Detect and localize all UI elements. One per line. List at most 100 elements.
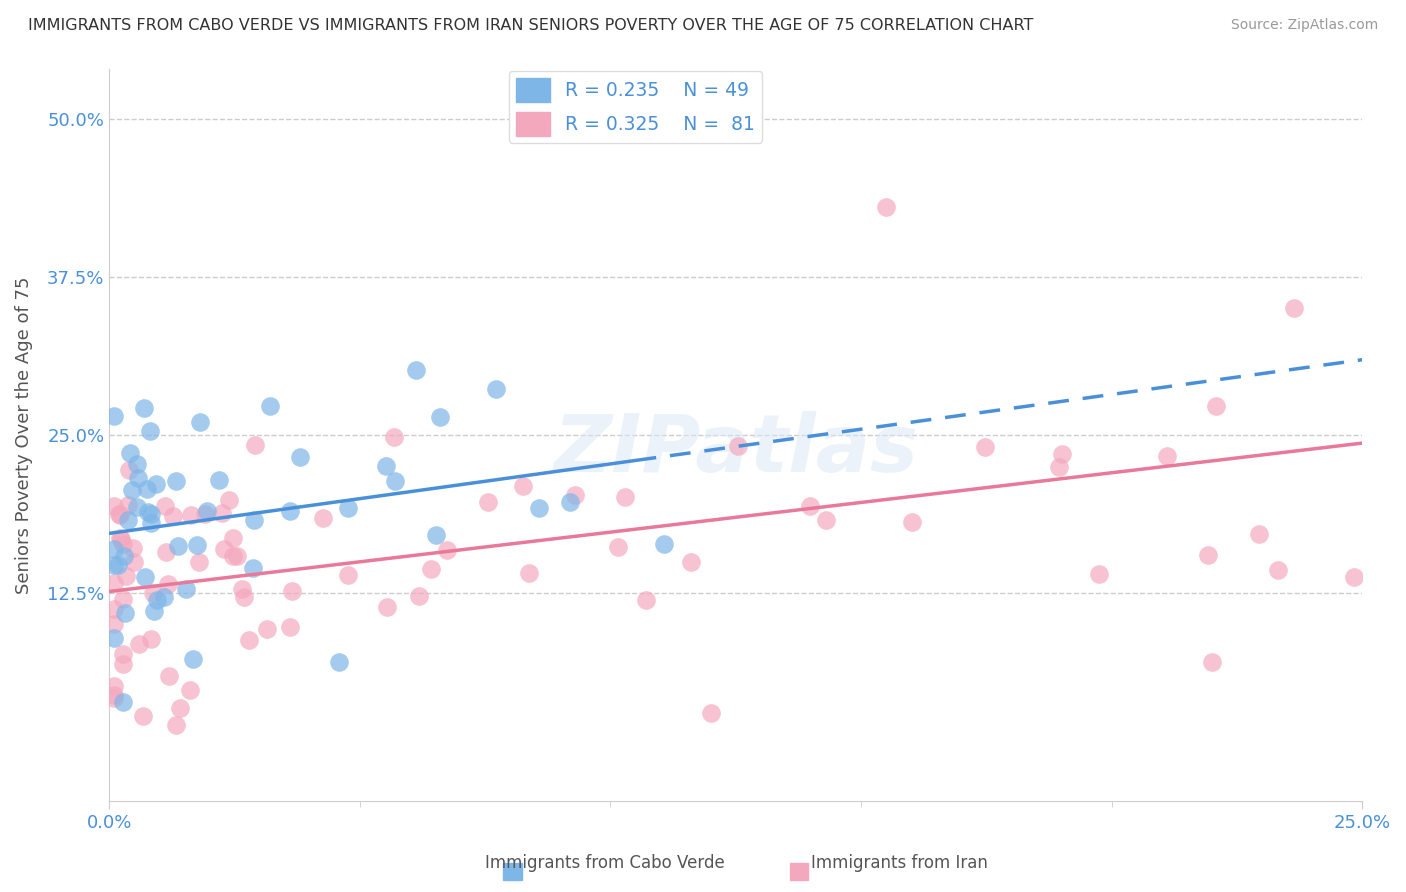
Point xyxy=(799,499,821,513)
Point xyxy=(117,499,139,513)
Text: Source: ZipAtlas.com: Source: ZipAtlas.com xyxy=(1230,18,1378,32)
Point xyxy=(103,558,125,572)
Point xyxy=(111,695,134,709)
Point xyxy=(114,569,136,583)
Point xyxy=(127,500,149,515)
Point xyxy=(139,632,162,646)
Point xyxy=(187,555,209,569)
Point xyxy=(815,513,838,527)
Point xyxy=(405,362,427,376)
Point xyxy=(103,575,125,590)
Point xyxy=(226,549,249,563)
Point xyxy=(1197,548,1219,562)
Point xyxy=(1156,449,1178,463)
Point xyxy=(139,516,162,530)
Point xyxy=(112,657,135,672)
Point xyxy=(336,500,359,515)
Point xyxy=(477,495,499,509)
Point xyxy=(312,510,335,524)
Point xyxy=(112,648,135,662)
Point xyxy=(108,531,131,545)
Point xyxy=(103,688,125,702)
Point xyxy=(382,430,405,444)
Point xyxy=(1088,567,1111,582)
Point xyxy=(180,508,202,522)
Point xyxy=(142,585,165,599)
Text: Immigrants from Cabo Verde: Immigrants from Cabo Verde xyxy=(485,855,724,872)
Point xyxy=(564,488,586,502)
Point xyxy=(166,539,188,553)
Point xyxy=(1047,459,1070,474)
Point xyxy=(337,568,360,582)
Point xyxy=(212,542,235,557)
Point xyxy=(186,538,208,552)
Point xyxy=(485,382,508,396)
Text: ZIPatlas: ZIPatlas xyxy=(554,410,918,489)
Point xyxy=(384,474,406,488)
Point xyxy=(278,620,301,634)
Point xyxy=(652,537,675,551)
Point xyxy=(188,415,211,429)
Point xyxy=(162,508,184,523)
Point xyxy=(256,622,278,636)
Point xyxy=(117,513,139,527)
Point xyxy=(165,475,187,489)
Point xyxy=(242,513,264,527)
Point xyxy=(328,655,350,669)
Point xyxy=(107,558,129,572)
Point xyxy=(1201,655,1223,669)
Point xyxy=(118,446,141,460)
Point xyxy=(211,506,233,520)
Point xyxy=(127,471,149,485)
Point xyxy=(429,410,451,425)
Point xyxy=(125,457,148,471)
Point xyxy=(375,459,398,474)
Point xyxy=(122,541,145,556)
Point xyxy=(165,718,187,732)
Point xyxy=(111,537,134,551)
Text: IMMIGRANTS FROM CABO VERDE VS IMMIGRANTS FROM IRAN SENIORS POVERTY OVER THE AGE : IMMIGRANTS FROM CABO VERDE VS IMMIGRANTS… xyxy=(28,18,1033,33)
Point xyxy=(112,549,135,564)
Point xyxy=(280,583,302,598)
Point xyxy=(875,201,897,215)
Point xyxy=(122,555,145,569)
Point xyxy=(259,399,281,413)
Point xyxy=(132,401,155,415)
Point xyxy=(238,633,260,648)
Point xyxy=(114,606,136,620)
Point xyxy=(1343,570,1365,584)
Point xyxy=(973,440,995,454)
Point xyxy=(1282,301,1305,315)
Point xyxy=(607,540,630,554)
Point xyxy=(1267,563,1289,577)
Point xyxy=(155,544,177,558)
Point xyxy=(245,438,267,452)
Point xyxy=(194,507,217,521)
Point xyxy=(136,505,159,519)
Point xyxy=(156,576,179,591)
Point xyxy=(134,569,156,583)
Point xyxy=(517,566,540,580)
Point xyxy=(103,690,125,705)
Point xyxy=(110,533,132,547)
Legend: R = 0.235    N = 49, R = 0.325    N =  81: R = 0.235 N = 49, R = 0.325 N = 81 xyxy=(509,70,762,143)
Point xyxy=(1050,447,1073,461)
Point xyxy=(136,482,159,496)
Point xyxy=(278,504,301,518)
Text: Immigrants from Iran: Immigrants from Iran xyxy=(811,855,988,872)
Point xyxy=(138,424,160,438)
Point xyxy=(233,591,256,605)
Point xyxy=(195,504,218,518)
Point xyxy=(614,491,637,505)
Point xyxy=(901,515,924,529)
Point xyxy=(103,541,125,556)
Point xyxy=(681,555,703,569)
Point xyxy=(103,617,125,632)
Point xyxy=(181,652,204,666)
Point xyxy=(436,542,458,557)
Point xyxy=(634,593,657,607)
Point xyxy=(699,706,721,720)
Point xyxy=(425,527,447,541)
Point xyxy=(288,450,311,464)
Point xyxy=(108,508,131,522)
